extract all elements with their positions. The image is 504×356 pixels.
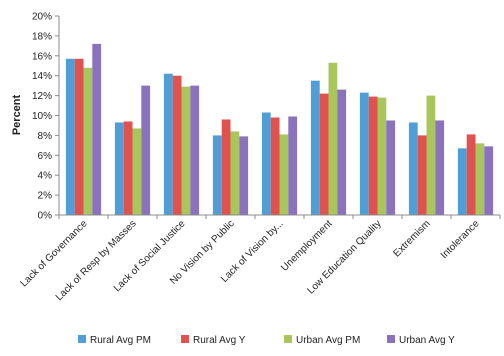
x-category-label: Unemployment xyxy=(279,218,334,273)
x-category-label: Lack of Resp by Masses xyxy=(54,218,139,303)
y-tick-label: 14% xyxy=(32,71,52,82)
bar-rural-avg-y xyxy=(270,117,280,215)
x-category-label: Extremism xyxy=(391,218,432,259)
y-tick-label: 2% xyxy=(38,191,53,202)
bar-rural-avg-pm xyxy=(408,122,418,215)
y-tick-label: 18% xyxy=(32,31,52,42)
bar-rural-avg-y xyxy=(319,93,329,215)
y-tick-label: 8% xyxy=(38,131,53,142)
bar-urban-avg-pm xyxy=(181,86,191,216)
bar-rural-avg-y xyxy=(172,75,182,215)
bar-rural-avg-y xyxy=(368,96,378,215)
y-tick-label: 0% xyxy=(38,211,53,222)
y-tick-label: 10% xyxy=(32,111,52,122)
legend-label: Urban Avg PM xyxy=(296,335,360,346)
bar-rural-avg-y xyxy=(466,134,476,215)
legend-label: Urban Avg Y xyxy=(399,335,455,346)
bar-urban-avg-pm xyxy=(230,131,240,215)
bar-urban-avg-pm xyxy=(475,143,485,215)
y-axis-title: Percent xyxy=(11,94,23,135)
y-tick-label: 4% xyxy=(38,171,53,182)
bar-urban-avg-y xyxy=(92,43,102,215)
legend-swatch xyxy=(387,335,395,343)
y-axis-ticks: 0% 2% 4% 6% 8% 10% 12% 14% 16% 18% 20% xyxy=(32,12,59,222)
bar-rural-avg-y xyxy=(74,58,84,215)
bar-urban-avg-pm xyxy=(279,134,289,215)
bar-rural-avg-pm xyxy=(212,135,222,215)
bar-urban-avg-pm xyxy=(132,128,142,215)
bar-rural-avg-y xyxy=(221,119,231,215)
bar-urban-avg-y xyxy=(239,136,249,215)
y-tick-label: 12% xyxy=(32,91,52,102)
legend-swatch xyxy=(284,335,292,343)
legend-swatch xyxy=(181,335,189,343)
bar-urban-avg-y xyxy=(288,116,298,215)
bar-urban-avg-y xyxy=(386,120,396,215)
legend-swatch xyxy=(78,335,86,343)
y-tick-label: 20% xyxy=(32,12,52,23)
bar-rural-avg-pm xyxy=(65,58,75,215)
bar-urban-avg-y xyxy=(337,89,347,215)
bar-rural-avg-pm xyxy=(163,73,173,216)
legend-label: Rural Avg PM xyxy=(90,335,151,346)
bar-rural-avg-pm xyxy=(114,122,124,215)
legend-label: Rural Avg Y xyxy=(193,335,246,346)
bar-urban-avg-y xyxy=(435,120,445,215)
bar-urban-avg-y xyxy=(141,85,151,216)
bar-rural-avg-y xyxy=(123,121,133,215)
bar-urban-avg-y xyxy=(190,85,200,216)
bar-rural-avg-pm xyxy=(310,80,320,215)
bar-urban-avg-pm xyxy=(426,95,436,215)
bar-urban-avg-y xyxy=(484,146,494,215)
bar-rural-avg-pm xyxy=(457,148,467,215)
x-category-label: Intolerance xyxy=(439,218,482,261)
legend: Rural Avg PM Rural Avg Y Urban Avg PM Urban… xyxy=(78,335,455,346)
y-tick-label: 6% xyxy=(38,151,53,162)
bar-urban-avg-pm xyxy=(377,97,387,215)
bar-rural-avg-pm xyxy=(261,112,271,215)
bar-rural-avg-y xyxy=(417,135,427,215)
bars xyxy=(65,43,494,216)
bar-rural-avg-pm xyxy=(359,92,369,215)
y-tick-label: 16% xyxy=(32,51,52,62)
bar-urban-avg-pm xyxy=(328,62,338,215)
bar-urban-avg-pm xyxy=(83,67,93,216)
